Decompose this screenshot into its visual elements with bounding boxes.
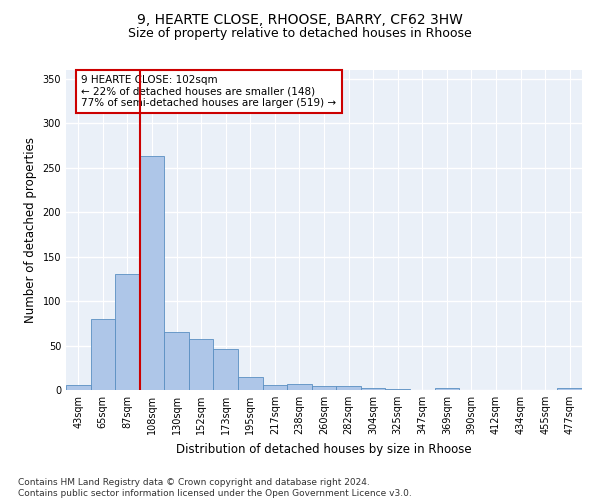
Bar bbox=[115, 274, 140, 390]
Bar bbox=[434, 388, 459, 390]
Bar bbox=[557, 388, 582, 390]
Bar bbox=[336, 386, 361, 390]
X-axis label: Distribution of detached houses by size in Rhoose: Distribution of detached houses by size … bbox=[176, 442, 472, 456]
Bar bbox=[66, 384, 91, 390]
Text: 9 HEARTE CLOSE: 102sqm
← 22% of detached houses are smaller (148)
77% of semi-de: 9 HEARTE CLOSE: 102sqm ← 22% of detached… bbox=[82, 75, 337, 108]
Bar bbox=[214, 349, 238, 390]
Bar bbox=[361, 388, 385, 390]
Bar bbox=[385, 389, 410, 390]
Bar bbox=[140, 156, 164, 390]
Bar bbox=[238, 376, 263, 390]
Bar bbox=[287, 384, 312, 390]
Bar bbox=[312, 386, 336, 390]
Text: 9, HEARTE CLOSE, RHOOSE, BARRY, CF62 3HW: 9, HEARTE CLOSE, RHOOSE, BARRY, CF62 3HW bbox=[137, 12, 463, 26]
Bar bbox=[263, 384, 287, 390]
Bar bbox=[189, 340, 214, 390]
Y-axis label: Number of detached properties: Number of detached properties bbox=[24, 137, 37, 323]
Bar bbox=[164, 332, 189, 390]
Text: Size of property relative to detached houses in Rhoose: Size of property relative to detached ho… bbox=[128, 28, 472, 40]
Bar bbox=[91, 319, 115, 390]
Text: Contains HM Land Registry data © Crown copyright and database right 2024.
Contai: Contains HM Land Registry data © Crown c… bbox=[18, 478, 412, 498]
